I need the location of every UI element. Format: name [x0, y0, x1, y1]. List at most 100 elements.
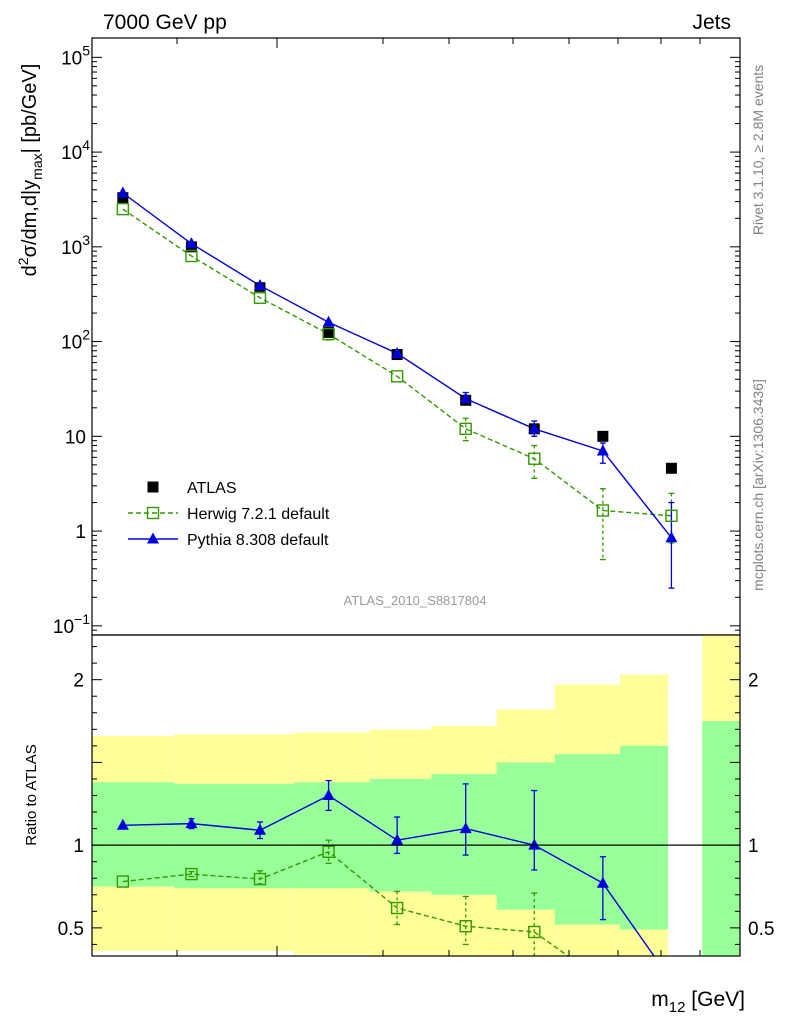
xlabel: m12 [GeV] — [651, 988, 745, 1016]
main-pythia-point-2 — [185, 237, 198, 249]
ratio-pythia-point-6 — [459, 822, 472, 834]
main-herwig-point-2 — [185, 249, 198, 263]
main-ytick-label: 103 — [61, 232, 90, 259]
band-inner-1 — [92, 782, 175, 887]
main-herwig-point-5 — [390, 370, 404, 383]
main-pythia-point-5 — [391, 346, 404, 358]
band-inner-8 — [620, 745, 668, 930]
xlabel-part: [GeV] — [685, 988, 745, 1011]
main-herwig-point-3 — [253, 291, 267, 304]
ratio-series — [116, 779, 677, 986]
main-ylabel-part: σ/dm,d|y — [19, 180, 41, 258]
main-ylabel-part: max — [29, 153, 45, 179]
main-panel: ATLAS_2010_S8817804 ATLAS Herwig 7.2.1 def… — [15, 37, 741, 638]
main-herwig-point-7 — [528, 452, 541, 465]
legend-pythia-label: Pythia 8.308 default — [187, 532, 329, 549]
ratio-herwig-point-1 — [116, 875, 130, 888]
ratio-pythia-point-7 — [528, 838, 541, 850]
band-inner-6 — [496, 762, 555, 910]
main-herwig-line — [122, 208, 672, 517]
main-pythia-point-4 — [322, 315, 335, 327]
header-left-label: 7000 GeV pp — [103, 11, 227, 34]
header-right-label: Jets — [692, 11, 731, 34]
ytick-exponent: −1 — [74, 611, 90, 627]
band-inner-4 — [369, 778, 432, 892]
ratio-ylabel: Ratio to ATLAS — [23, 744, 40, 845]
ratio-ytick-label-left: 2 — [73, 671, 84, 692]
ratio-herwig-point-6 — [459, 920, 472, 933]
ytick-base: 10 — [61, 143, 82, 164]
main-pythia-point-7 — [528, 422, 541, 434]
main-ylabel: d2σ/dm,d|ymax| [pb/GeV] — [15, 64, 45, 277]
rivet-version-label: Rivet 3.1.10, ≥ 2.8M events — [750, 65, 766, 235]
ratio-pythia-point-3 — [254, 823, 266, 835]
ytick-base: 10 — [61, 48, 82, 69]
main-ytick-label: 10−1 — [53, 611, 90, 638]
main-atlas-point-8 — [597, 430, 609, 442]
ratio-ytick-label-left: 1 — [73, 836, 84, 857]
ratio-ytick-label-right: 2 — [748, 671, 759, 692]
ratio-pythia-point-5 — [391, 833, 404, 845]
main-ytick-label: 104 — [61, 137, 90, 164]
main-herwig-point-6 — [459, 422, 472, 436]
ytick-base: 10 — [53, 617, 74, 638]
band-inner-7 — [554, 754, 620, 925]
main-ytick-label: 10 — [65, 427, 86, 448]
ratio-herwig-point-7 — [528, 925, 541, 939]
main-pythia-point-3 — [254, 279, 266, 291]
ratio-pythia-point-2 — [185, 817, 198, 829]
ratio-herwig-line — [122, 850, 570, 956]
main-herwig-point-8 — [596, 504, 610, 517]
xlabel-part: 12 — [669, 999, 686, 1016]
ratio-herwig-point-8 — [597, 975, 608, 986]
main-atlas-point-4 — [323, 326, 335, 338]
main-atlas-point-1 — [117, 192, 129, 204]
main-pythia-point-1 — [116, 186, 129, 198]
main-ytick-label: 105 — [61, 42, 90, 69]
ytick-base: 1 — [75, 522, 86, 543]
analysis-watermark: ATLAS_2010_S8817804 — [344, 593, 487, 608]
main-herwig-point-4 — [322, 327, 335, 341]
band-inner-2 — [174, 783, 295, 889]
ratio-herwig-point-5 — [390, 901, 404, 915]
ratio-herwig-point-3 — [253, 872, 267, 886]
ytick-exponent: 5 — [82, 42, 90, 58]
main-ytick-label: 1 — [75, 522, 86, 543]
ratio-pythia-point-9 — [665, 974, 677, 985]
main-ylabel-part: | [pb/GeV] — [19, 64, 41, 154]
legend-atlas-marker — [147, 481, 159, 493]
band-inner-5 — [431, 773, 497, 895]
ytick-exponent: 3 — [82, 232, 90, 248]
ratio-herwig-point-4 — [322, 845, 335, 858]
xlabel-part: m — [651, 988, 669, 1011]
band-inner-10 — [702, 721, 740, 956]
ytick-exponent: 2 — [82, 327, 90, 343]
ratio-bands — [92, 635, 740, 956]
ratio-herwig-point-2 — [185, 867, 198, 881]
ytick-base: 10 — [65, 427, 86, 448]
ratio-pythia-point-1 — [116, 818, 129, 830]
main-pythia-point-8 — [596, 444, 609, 456]
legend-herwig-label: Herwig 7.2.1 default — [187, 506, 330, 523]
legend-pythia-marker — [147, 532, 159, 544]
mcplots-label: mcplots.cern.ch [arXiv:1306.3436] — [750, 379, 766, 591]
main-pythia-point-9 — [665, 531, 678, 543]
ytick-base: 10 — [61, 238, 82, 259]
ratio-ytick-label-left: 0.5 — [58, 919, 84, 940]
main-atlas-point-9 — [665, 462, 677, 474]
main-ylabel-part: 2 — [15, 257, 31, 265]
main-pythia-point-6 — [459, 392, 472, 404]
ytick-exponent: 4 — [82, 137, 90, 153]
main-herwig-point-1 — [116, 202, 130, 216]
ratio-pythia-point-8 — [596, 876, 609, 888]
main-ylabel-part: d — [19, 265, 41, 276]
main-herwig-point-9 — [665, 509, 678, 522]
legend-herwig-marker — [146, 506, 160, 520]
ratio-ytick-label-right: 1 — [748, 836, 759, 857]
ytick-base: 10 — [61, 333, 82, 354]
main-ytick-label: 102 — [61, 327, 90, 354]
ratio-pythia-point-4 — [322, 789, 335, 800]
legend-atlas-label: ATLAS — [187, 480, 237, 497]
